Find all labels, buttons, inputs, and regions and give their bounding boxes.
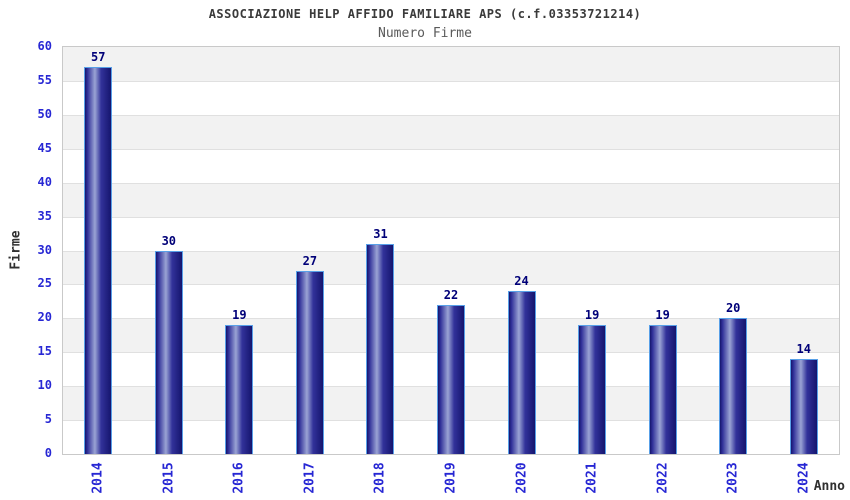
y-tick-label: 40 (37, 174, 52, 189)
plot-band (63, 80, 839, 115)
chart-title: ASSOCIAZIONE HELP AFFIDO FAMILIARE APS (… (208, 7, 642, 21)
bar-value-label: 31 (373, 226, 388, 241)
y-tick-label: 35 (37, 208, 52, 223)
x-tick-label: 2017 (302, 462, 318, 494)
bar-2015 (154, 250, 183, 454)
bar-2020 (507, 291, 536, 454)
gridline (63, 284, 839, 286)
bar-value-label: 57 (91, 50, 106, 65)
gridline (63, 182, 839, 184)
bar-value-label: 19 (655, 308, 670, 323)
plot-band (63, 114, 839, 149)
gridline (63, 114, 839, 116)
y-tick-label: 5 (44, 412, 52, 427)
x-tick-label: 2021 (584, 462, 600, 494)
bar-value-label: 22 (443, 287, 459, 302)
y-tick-label: 45 (37, 140, 52, 155)
x-tick-label: 2018 (372, 462, 388, 494)
bar-2021 (578, 325, 607, 454)
bar-2022 (648, 325, 677, 454)
x-tick-label: 2016 (231, 462, 247, 494)
bar-2023 (719, 318, 748, 454)
x-tick-label: 2023 (725, 462, 741, 494)
bar-value-label: 19 (232, 308, 247, 323)
y-tick-label: 55 (37, 72, 52, 87)
bar-value-label: 30 (161, 233, 177, 248)
y-tick-label: 0 (44, 446, 52, 460)
bar-2017 (295, 270, 324, 454)
plot-band (63, 250, 839, 285)
gridline (63, 80, 839, 82)
y-tick-label: 10 (37, 378, 52, 393)
plot-band (63, 148, 839, 183)
x-tick-label: 2014 (90, 462, 106, 494)
y-tick-label: 50 (37, 106, 52, 121)
bar-value-label: 24 (514, 274, 529, 289)
y-tick-label: 20 (37, 310, 52, 325)
y-tick-label: 60 (37, 39, 52, 53)
bar-2014 (84, 67, 113, 454)
plot-band (63, 182, 839, 217)
y-tick-label: 15 (37, 344, 52, 359)
x-axis-title: Anno (813, 479, 845, 494)
x-tick-label: 2022 (655, 462, 671, 494)
gridline (63, 148, 839, 150)
x-tick-label: 2015 (161, 462, 177, 494)
y-tick-label: 30 (37, 242, 52, 257)
y-tick-label: 25 (37, 276, 52, 291)
chart-subtitle: Numero Firme (378, 26, 472, 41)
bar-value-label: 27 (302, 253, 318, 268)
plot-band (63, 47, 839, 81)
bar-value-label: 19 (584, 308, 600, 323)
bar-value-label: 20 (725, 301, 741, 316)
bar-value-label: 14 (796, 342, 811, 357)
x-tick-label: 2020 (514, 462, 530, 494)
gridline (63, 250, 839, 252)
bar-2024 (789, 359, 818, 454)
bar-2016 (225, 325, 254, 454)
bar-2018 (366, 243, 395, 454)
plot-area (62, 46, 840, 455)
bar-2019 (437, 304, 465, 454)
plot-band (63, 216, 839, 251)
x-tick-label: 2019 (443, 462, 459, 494)
x-tick-label: 2024 (796, 462, 812, 494)
gridline (63, 216, 839, 218)
